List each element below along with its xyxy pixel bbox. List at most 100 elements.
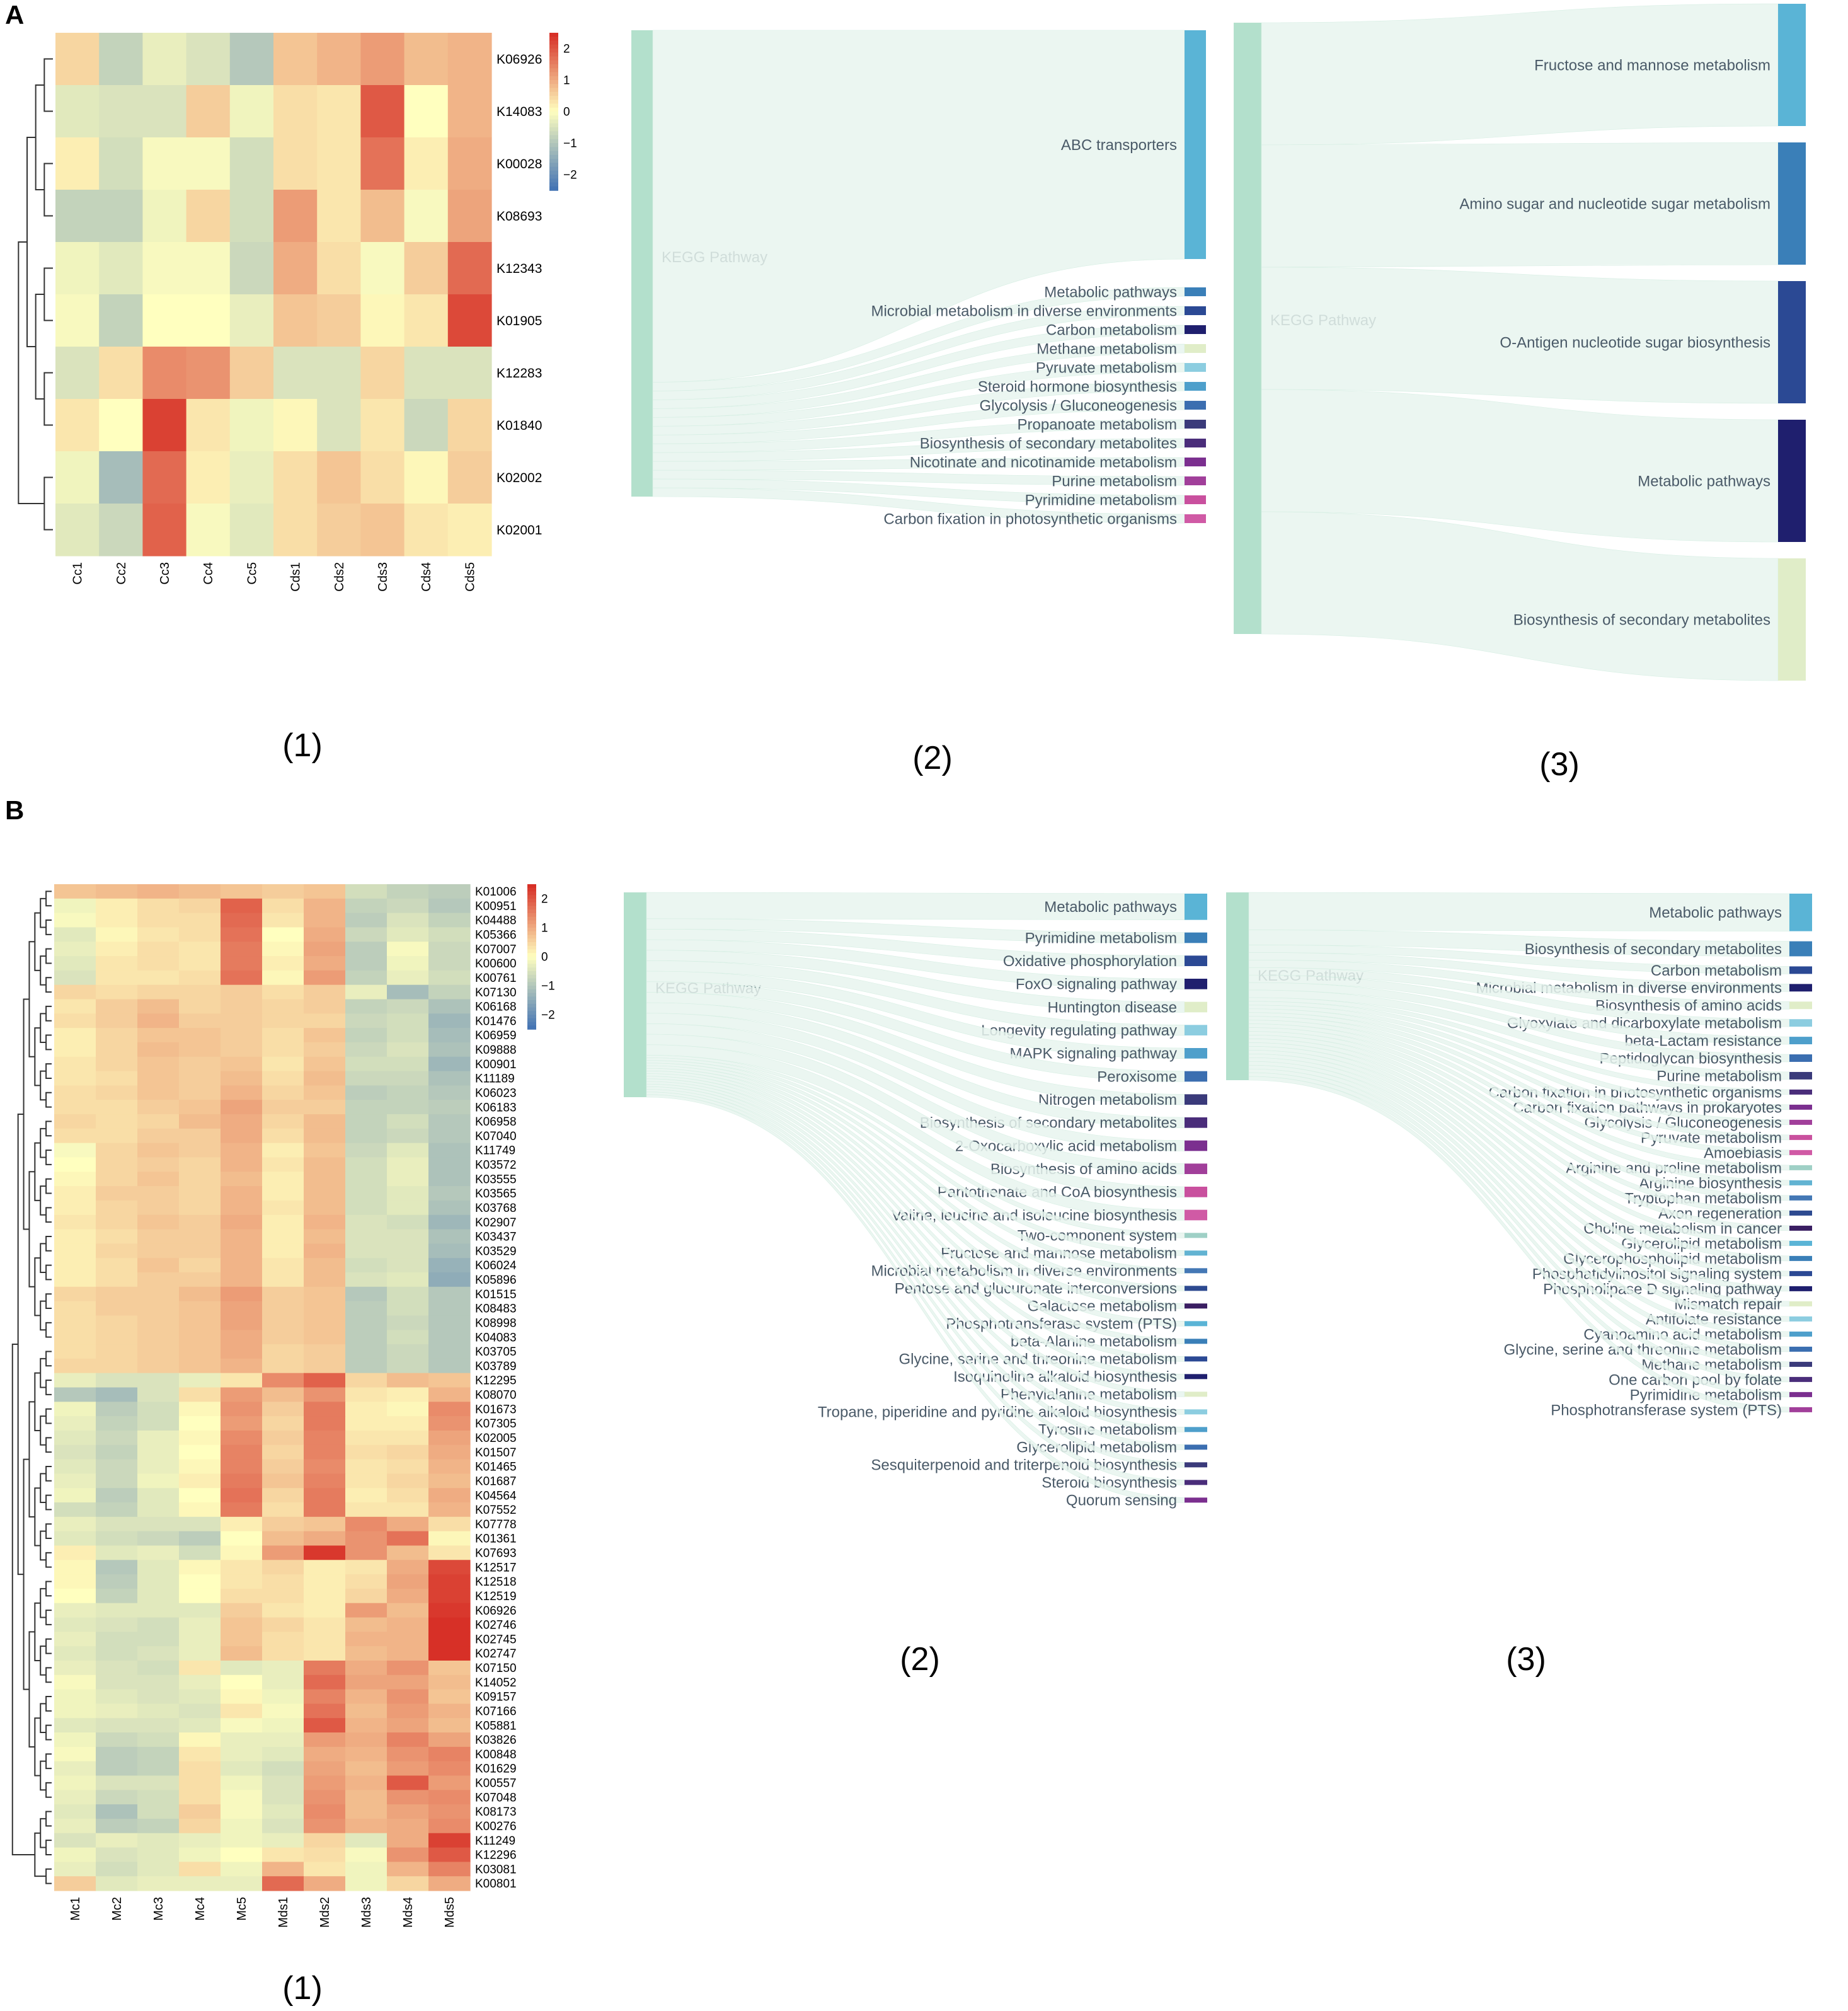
heatmap-cell xyxy=(428,1718,471,1733)
sankey-link xyxy=(652,478,1185,505)
heatmap-cell xyxy=(345,1100,387,1115)
heatmap-cell xyxy=(428,913,471,928)
sankey-target-node xyxy=(1185,1444,1207,1450)
heatmap-cell xyxy=(428,1157,471,1172)
heatmap-cell xyxy=(345,1660,387,1676)
dendrogram-branch xyxy=(40,1703,47,1734)
heatmap-cell xyxy=(387,1344,429,1359)
heatmap-cell xyxy=(54,1804,96,1819)
heatmap-cell xyxy=(387,1172,429,1187)
heatmap-cell xyxy=(262,1646,304,1661)
heatmap-cell xyxy=(179,1660,221,1676)
heatmap-cell xyxy=(262,1531,304,1547)
heatmap-cell xyxy=(304,1128,346,1144)
heatmap-cell xyxy=(360,190,405,243)
heatmap-cell xyxy=(262,1315,304,1330)
heatmap-cell xyxy=(317,85,361,138)
heatmap-cell xyxy=(96,1574,138,1589)
heatmap-cell xyxy=(221,1632,263,1647)
heatmap-cell xyxy=(262,1402,304,1417)
heatmap-cell xyxy=(262,1330,304,1345)
heatmap-cell xyxy=(221,1200,263,1216)
dendrogram-branch xyxy=(35,84,45,190)
heatmap-cell xyxy=(221,1387,263,1402)
heatmap-cell xyxy=(96,942,138,957)
heatmap-cell xyxy=(345,1071,387,1086)
heatmap-cell xyxy=(428,1200,471,1216)
heatmap-cell xyxy=(96,1214,138,1230)
heatmap-column-label: Mc5 xyxy=(235,1897,249,1921)
heatmap-cell xyxy=(137,1632,180,1647)
heatmap-cell xyxy=(96,1286,138,1302)
heatmap-cell xyxy=(179,1646,221,1661)
heatmap-cell xyxy=(304,1085,346,1100)
heatmap-cell xyxy=(137,1459,180,1474)
heatmap-cell xyxy=(304,1330,346,1345)
heatmap-row-label: K03789 xyxy=(475,1360,517,1373)
heatmap-cell xyxy=(54,1732,96,1748)
heatmap-cell xyxy=(345,1876,387,1891)
heatmap-cell xyxy=(96,1128,138,1144)
heatmap-cell xyxy=(428,1660,471,1676)
heatmap-cell xyxy=(221,1028,263,1043)
heatmap-cell xyxy=(137,1416,180,1431)
heatmap-cell xyxy=(96,1056,138,1072)
heatmap-cell xyxy=(221,1646,263,1661)
heatmap-cell xyxy=(55,242,100,295)
sankey-target-node xyxy=(1185,458,1206,467)
heatmap-cell xyxy=(304,1071,346,1086)
heatmap-cell xyxy=(345,1128,387,1144)
heatmap-cell xyxy=(99,33,143,86)
sankey-source-node xyxy=(1226,892,1249,1080)
color-legend-tick: 2 xyxy=(563,43,570,56)
heatmap-cell xyxy=(345,1286,387,1302)
heatmap-cell xyxy=(137,898,180,914)
heatmap-cell xyxy=(387,1545,429,1560)
heatmap-cell xyxy=(345,1172,387,1187)
heatmap-cell xyxy=(387,956,429,971)
heatmap-cell xyxy=(137,1330,180,1345)
sankey-target-node xyxy=(1789,1346,1812,1352)
dendrogram-branch xyxy=(43,372,53,426)
heatmap-cell xyxy=(387,1574,429,1589)
heatmap-cell xyxy=(221,1746,263,1762)
heatmap-cell xyxy=(179,1430,221,1446)
heatmap-cell xyxy=(387,1703,429,1719)
heatmap-cell xyxy=(345,1775,387,1790)
color-legend-band xyxy=(527,1007,536,1012)
heatmap-cell xyxy=(304,1286,346,1302)
sankey-target-label: Purine metabolism xyxy=(1052,473,1177,490)
heatmap-cell xyxy=(221,1373,263,1388)
color-legend-tick: 1 xyxy=(541,922,548,935)
sankey-target-node xyxy=(1185,1462,1207,1468)
heatmap-cell xyxy=(186,190,231,243)
heatmap-cell xyxy=(304,1100,346,1115)
heatmap-cell xyxy=(137,1430,180,1446)
heatmap-cell xyxy=(137,1085,180,1100)
heatmap-column-label: Cds1 xyxy=(289,562,303,592)
heatmap-cell xyxy=(96,1229,138,1244)
sankey-link xyxy=(646,1002,1185,1128)
heatmap-cell xyxy=(428,1617,471,1632)
heatmap-cell xyxy=(54,1056,96,1072)
heatmap-cell xyxy=(262,913,304,928)
dendrogram-branch xyxy=(40,1415,47,1446)
heatmap-cell xyxy=(54,1358,96,1374)
heatmap-cell xyxy=(137,1775,180,1790)
sankey-target-node xyxy=(1789,1392,1812,1397)
sankey-target-label: Phosphotransferase system (PTS) xyxy=(1551,1402,1782,1419)
sankey-target-label: Peroxisome xyxy=(1097,1068,1177,1085)
heatmap-row-label: K01905 xyxy=(496,314,542,328)
sankey-source-node xyxy=(624,892,646,1097)
sankey-target-node xyxy=(1185,30,1206,260)
heatmap-cell xyxy=(54,970,96,986)
heatmap-cell xyxy=(345,1085,387,1100)
heatmap-cell xyxy=(137,1473,180,1489)
dendrogram-branch xyxy=(45,1840,52,1855)
heatmap-cell xyxy=(345,1042,387,1057)
heatmap-cell xyxy=(54,1545,96,1560)
heatmap-cell xyxy=(345,1833,387,1848)
heatmap-cell xyxy=(54,1172,96,1187)
heatmap-cell xyxy=(179,1042,221,1057)
heatmap-cell xyxy=(54,1100,96,1115)
